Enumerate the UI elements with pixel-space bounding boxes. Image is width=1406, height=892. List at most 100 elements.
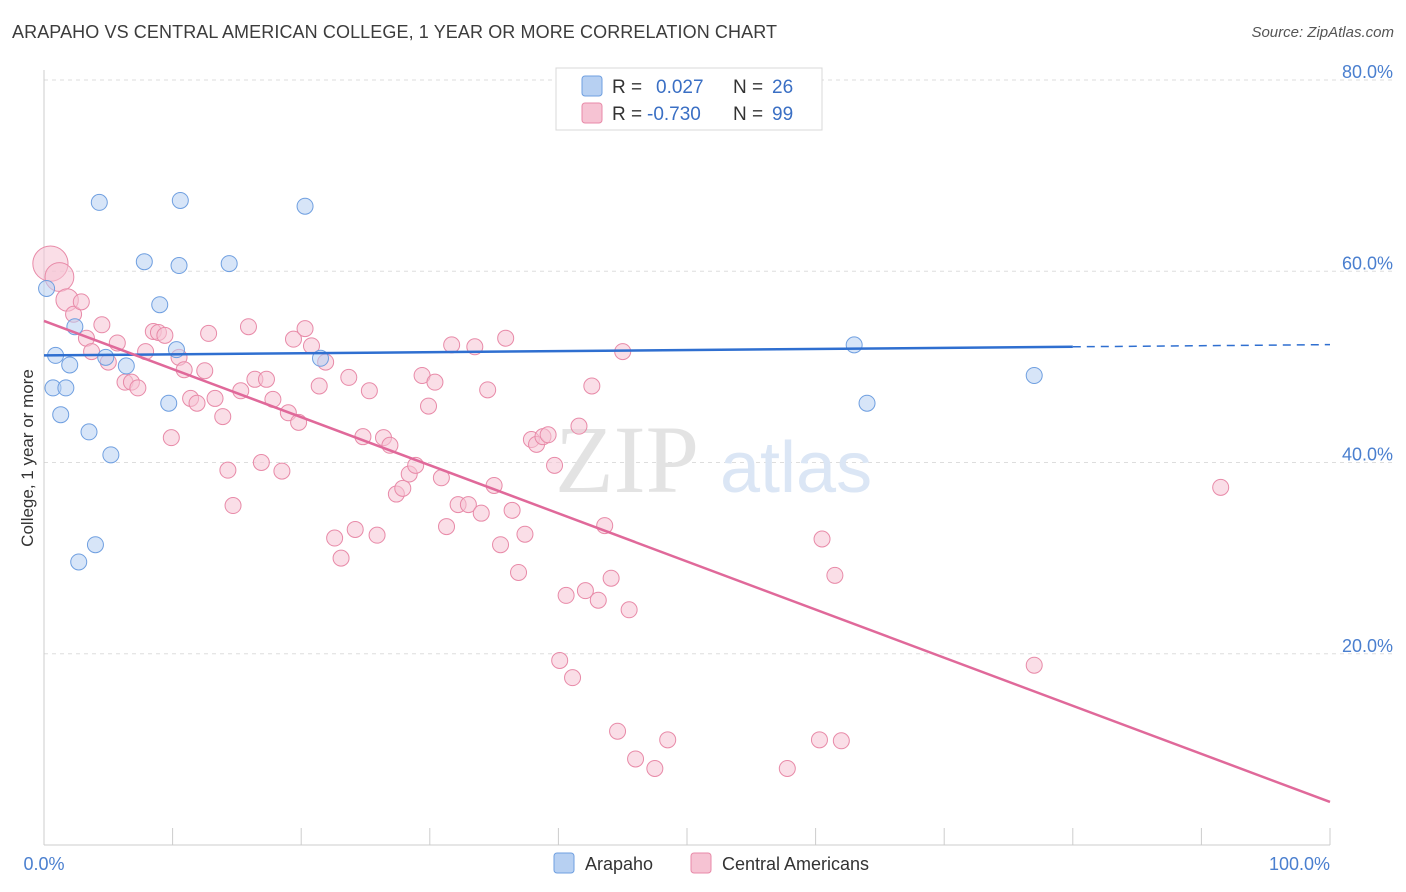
grid-lines [44, 79, 1392, 655]
arapaho-point [90, 193, 108, 211]
central-americans-point [206, 389, 224, 407]
x-ticks [172, 828, 1331, 845]
legend-n-label-arapaho: N = [733, 77, 763, 98]
arapaho-point [97, 348, 115, 366]
bottom-legend-label-arapaho: Arapaho [585, 854, 653, 874]
chart-title: ARAPAHO VS CENTRAL AMERICAN COLLEGE, 1 Y… [12, 22, 778, 42]
legend-swatch-arapaho [581, 75, 603, 97]
arapaho-point [151, 296, 169, 314]
central-americans-point [346, 520, 364, 538]
arapaho-point [160, 394, 178, 412]
central-americans-point [832, 732, 850, 750]
central-americans-point [284, 330, 302, 348]
legend-r-label-arapaho: R = [612, 77, 642, 98]
bottom-legend: Arapaho Central Americans [553, 852, 869, 874]
legend-r-value-arapaho: 0.027 [656, 77, 704, 98]
central-americans-point [219, 461, 237, 479]
central-americans-point [200, 324, 218, 342]
central-americans-point [196, 362, 214, 380]
y-tick-label-40: 40.0% [1342, 445, 1393, 465]
central-americans-point [326, 529, 344, 547]
central-americans-point [546, 456, 564, 474]
central-americans-point [570, 417, 588, 435]
legend: R = 0.027 N = 26 R = -0.730 N = 99 [555, 67, 823, 131]
central-americans-point [188, 394, 206, 412]
central-americans-point [602, 569, 620, 587]
arapaho-point [845, 336, 863, 354]
bottom-legend-swatch-arapaho [553, 852, 575, 874]
central-americans-point [510, 563, 528, 581]
bottom-legend-swatch-central [690, 852, 712, 874]
arapaho-point [171, 191, 189, 209]
y-tick-labels: 20.0% 40.0% 60.0% 80.0% [1342, 62, 1393, 656]
central-americans-point [576, 582, 594, 600]
central-americans-point [583, 377, 601, 395]
arapaho-point [57, 379, 75, 397]
central-americans-point [564, 669, 582, 687]
arapaho-points [38, 191, 1043, 571]
arapaho-point [102, 446, 120, 464]
central-americans-point [252, 454, 270, 471]
arapaho-point [220, 255, 238, 273]
central-americans-point [472, 504, 490, 522]
central-americans-point [368, 526, 386, 544]
central-americans-point [503, 501, 521, 519]
central-americans-point [332, 549, 350, 567]
central-americans-point [810, 731, 828, 749]
arapaho-point [117, 357, 135, 375]
central-americans-point [627, 750, 645, 768]
arapaho-point [86, 536, 104, 554]
central-americans-point [479, 381, 497, 399]
central-americans-point [156, 326, 174, 344]
central-americans-point [93, 316, 111, 334]
central-americans-point [340, 368, 358, 386]
central-americans-point [557, 586, 575, 604]
arapaho-point [70, 553, 88, 571]
central-americans-trend-line [43, 319, 1331, 804]
central-americans-point [459, 496, 477, 514]
central-americans-point [1025, 656, 1043, 674]
central-americans-point [551, 651, 569, 669]
arapaho-point [296, 197, 314, 215]
trend-lines [43, 319, 1331, 804]
central-americans-point [360, 382, 378, 400]
central-americans-point [443, 336, 461, 354]
arapaho-point [170, 257, 188, 275]
central-americans-point [426, 373, 444, 391]
central-americans-point [214, 408, 232, 426]
watermark: ZIP atlas [555, 406, 872, 513]
central-americans-point [516, 525, 534, 543]
central-americans-point [162, 429, 180, 447]
arapaho-point [1025, 366, 1043, 384]
central-americans-point [646, 760, 664, 777]
central-americans-point [778, 760, 796, 777]
bottom-legend-label-central: Central Americans [722, 854, 869, 874]
central-americans-point [72, 293, 90, 311]
central-americans-point [1212, 478, 1230, 496]
x-tick-label-min: 0.0% [23, 854, 64, 874]
legend-r-value-central: -0.730 [647, 104, 701, 125]
central-americans-point [129, 379, 147, 397]
central-americans-point [438, 518, 456, 536]
arapaho-point [61, 356, 79, 374]
arapaho-trend-extension [1072, 343, 1331, 348]
arapaho-point [135, 253, 153, 271]
central-americans-point [826, 566, 844, 584]
arapaho-trend-line [43, 345, 1073, 357]
central-americans-point [539, 426, 557, 444]
y-tick-label-80: 80.0% [1342, 62, 1393, 82]
central-americans-point [394, 479, 412, 497]
arapaho-point [52, 406, 70, 424]
central-americans-point [609, 722, 627, 740]
arapaho-point [38, 279, 56, 297]
central-americans-point [492, 536, 510, 554]
legend-r-label-central: R = [612, 104, 642, 125]
central-americans-point [224, 497, 242, 515]
legend-n-label-central: N = [733, 104, 763, 125]
central-americans-point [497, 329, 515, 347]
central-americans-point [83, 343, 101, 361]
x-tick-label-max: 100.0% [1269, 854, 1330, 874]
source-label: Source: ZipAtlas.com [1251, 24, 1394, 41]
y-tick-label-20: 20.0% [1342, 636, 1393, 656]
